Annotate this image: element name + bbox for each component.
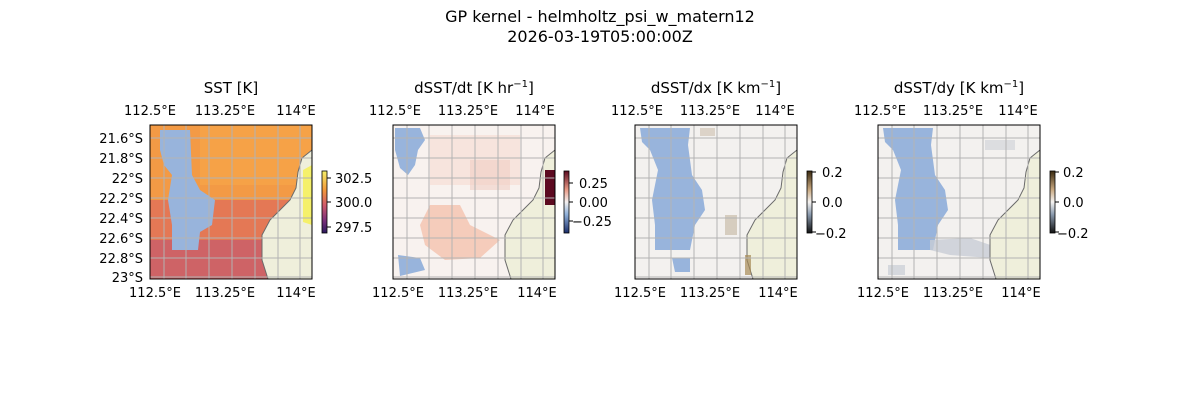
panel-title-dsst-dy: dSST/dy [K km−1]	[894, 79, 1024, 97]
sst-lat-tick-3: 22.2°S	[99, 192, 143, 207]
dy-bottom-tick-2: 114°E	[1001, 286, 1041, 301]
dx-top-tick-2: 114°E	[755, 104, 795, 119]
dx-bottom-tick-0: 112.5°E	[614, 286, 666, 301]
dy-bottom-tick-1: 113.25°E	[923, 286, 983, 301]
panel-dsst-dx: dSST/dx [K km−1] 112.5°E 113.25°E 114°E …	[611, 79, 847, 301]
dx-cbar-tick-0: 0.2	[822, 166, 843, 181]
dt-cbar-tick-2: −0.25	[572, 215, 612, 230]
panel-title-dsst-dt: dSST/dt [K hr−1]	[414, 79, 534, 97]
sst-lat-tick-6: 22.8°S	[99, 252, 143, 267]
dy-top-tick-2: 114°E	[998, 104, 1038, 119]
dsst-dx-map-field	[635, 125, 797, 279]
sst-top-tick-0: 112.5°E	[124, 104, 176, 119]
dx-top-tick-1: 113.25°E	[680, 104, 740, 119]
sst-cbar-tick-2: 297.5	[335, 221, 372, 236]
dx-cbar-tick-1: 0.0	[822, 196, 843, 211]
dx-cbar-tick-2: −0.2	[815, 227, 847, 242]
dt-top-tick-0: 112.5°E	[369, 104, 421, 119]
sst-top-tick-1: 113.25°E	[195, 104, 255, 119]
sst-lat-tick-2: 22°S	[112, 172, 143, 187]
sst-lat-tick-0: 21.6°S	[99, 132, 143, 147]
sst-map-field	[150, 125, 312, 279]
dt-top-tick-2: 114°E	[515, 104, 555, 119]
sst-lat-tick-7: 23°S	[112, 271, 143, 286]
panel-dsst-dy: dSST/dy [K km−1] 112.5°E 113.25°E 114°E …	[854, 79, 1089, 301]
dsst-dt-map-field	[393, 125, 555, 279]
dy-cbar-tick-1: 0.0	[1063, 196, 1084, 211]
figure-title-line2: 2026-03-19T05:00:00Z	[507, 27, 693, 46]
sst-lat-tick-1: 21.8°S	[99, 152, 143, 167]
sst-gridlines	[150, 125, 312, 279]
dy-cbar-tick-2: −0.2	[1057, 227, 1089, 242]
dt-bottom-tick-2: 114°E	[517, 286, 557, 301]
sst-cbar-tick-0: 302.5	[335, 172, 372, 187]
sst-top-tick-2: 114°E	[276, 104, 316, 119]
sst-colorbar: 302.5 300.0 297.5	[321, 170, 372, 236]
dx-bottom-tick-2: 114°E	[758, 286, 798, 301]
sst-lat-tick-4: 22.4°S	[99, 212, 143, 227]
dt-bottom-tick-1: 113.25°E	[438, 286, 498, 301]
sst-cbar-tick-1: 300.0	[335, 196, 372, 211]
dx-top-tick-0: 112.5°E	[611, 104, 663, 119]
figure-title-line1: GP kernel - helmholtz_psi_w_matern12	[445, 7, 755, 27]
sst-bottom-tick-1: 113.25°E	[195, 286, 255, 301]
dsst-dy-map-field	[878, 125, 1040, 279]
dy-bottom-tick-0: 112.5°E	[857, 286, 909, 301]
sst-bottom-tick-2: 114°E	[276, 286, 316, 301]
dt-bottom-tick-0: 112.5°E	[372, 286, 424, 301]
panel-title-dsst-dx: dSST/dx [K km−1]	[651, 79, 781, 97]
panel-title-sst: SST [K]	[204, 79, 259, 97]
dsst-dt-colorbar: 0.25 0.00 −0.25	[563, 170, 612, 234]
dsst-dx-colorbar: 0.2 0.0 −0.2	[806, 166, 847, 242]
dsst-dy-colorbar: 0.2 0.0 −0.2	[1049, 166, 1089, 242]
dy-cbar-tick-0: 0.2	[1063, 166, 1084, 181]
dx-bottom-tick-1: 113.25°E	[680, 286, 740, 301]
dt-cbar-tick-1: 0.00	[579, 196, 608, 211]
dt-top-tick-1: 113.25°E	[438, 104, 498, 119]
sst-lat-tick-5: 22.6°S	[99, 232, 143, 247]
sst-bottom-tick-0: 112.5°E	[129, 286, 181, 301]
panel-dsst-dt: dSST/dt [K hr−1] 112.5°E 113.25°E 114°E …	[369, 79, 612, 301]
dt-cbar-tick-0: 0.25	[579, 177, 608, 192]
sst-mask-region	[160, 130, 215, 250]
dy-top-tick-1: 113.25°E	[923, 104, 983, 119]
dy-top-tick-0: 112.5°E	[854, 104, 906, 119]
panel-sst: SST [K] 112.5°E 113.25°E 114°E 112.5°E 1…	[99, 79, 372, 301]
